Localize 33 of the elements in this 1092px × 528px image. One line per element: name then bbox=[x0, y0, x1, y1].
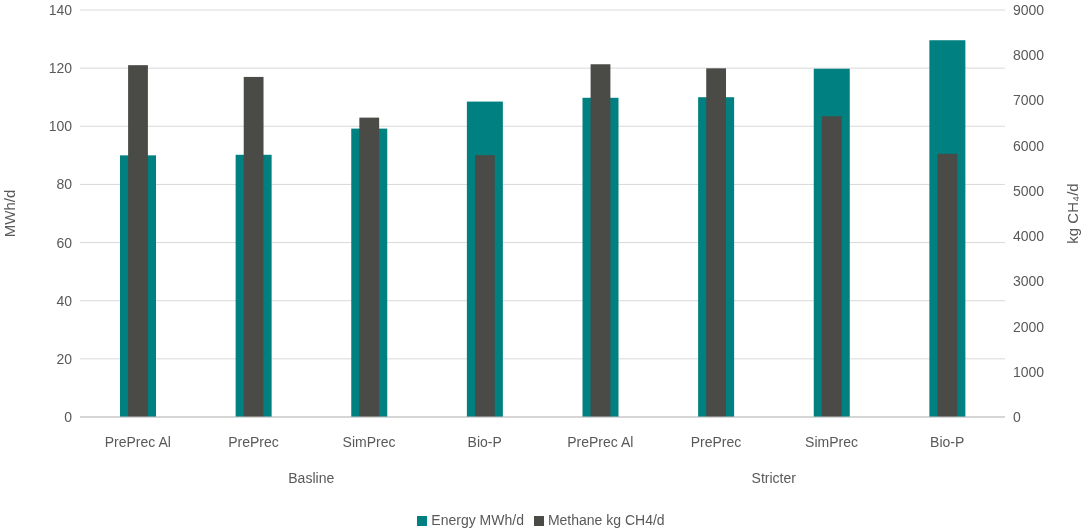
text: Stricter bbox=[750, 470, 797, 486]
y2-tick-label: 3000 bbox=[1013, 273, 1045, 290]
y-tick-label: 0 bbox=[64, 408, 73, 425]
y-tick-label: 60 bbox=[56, 234, 73, 251]
y2-tick-label: 1000 bbox=[1013, 363, 1045, 380]
y2-axis-title: kg CH₄/d bbox=[1064, 183, 1081, 244]
x-tick-label: Bio-P bbox=[467, 433, 502, 450]
y-tick-label: 100 bbox=[48, 118, 73, 135]
y2-tick-label: 4000 bbox=[1013, 228, 1045, 245]
y-tick-label: 20 bbox=[56, 350, 73, 367]
x-tick-label: SimPrec bbox=[805, 433, 859, 450]
y-tick-label: 140 bbox=[48, 1, 73, 18]
text: Basline bbox=[287, 470, 336, 486]
y2-tick-label: 2000 bbox=[1013, 318, 1045, 335]
x-tick-label: PrePrec Al bbox=[104, 433, 171, 450]
y-tick-label: 120 bbox=[48, 60, 73, 77]
legend-label: Methane kg CH4/d bbox=[547, 512, 665, 528]
y2-tick-label: 8000 bbox=[1013, 47, 1045, 64]
y2-tick-label: 5000 bbox=[1013, 182, 1045, 199]
y2-tick-label: 7000 bbox=[1013, 92, 1045, 109]
y-axis-title: MWh/d bbox=[1, 189, 19, 238]
legend-label: Energy MWh/d bbox=[431, 512, 524, 528]
bar bbox=[937, 153, 958, 417]
y2-tick-label: 6000 bbox=[1013, 137, 1045, 154]
y-tick-label: 40 bbox=[56, 292, 73, 309]
y2-tick-label: 0 bbox=[1013, 408, 1021, 425]
x-tick-label: Bio-P bbox=[930, 433, 965, 450]
x-tick-label: PrePrec bbox=[690, 433, 742, 450]
y-tick-label: 80 bbox=[56, 176, 73, 193]
x-tick-label: PrePrec Al bbox=[567, 433, 634, 450]
y2-tick-label: 9000 bbox=[1013, 1, 1045, 18]
x-tick-label: PrePrec bbox=[228, 433, 279, 450]
x-tick-label: SimPrec bbox=[342, 433, 396, 450]
